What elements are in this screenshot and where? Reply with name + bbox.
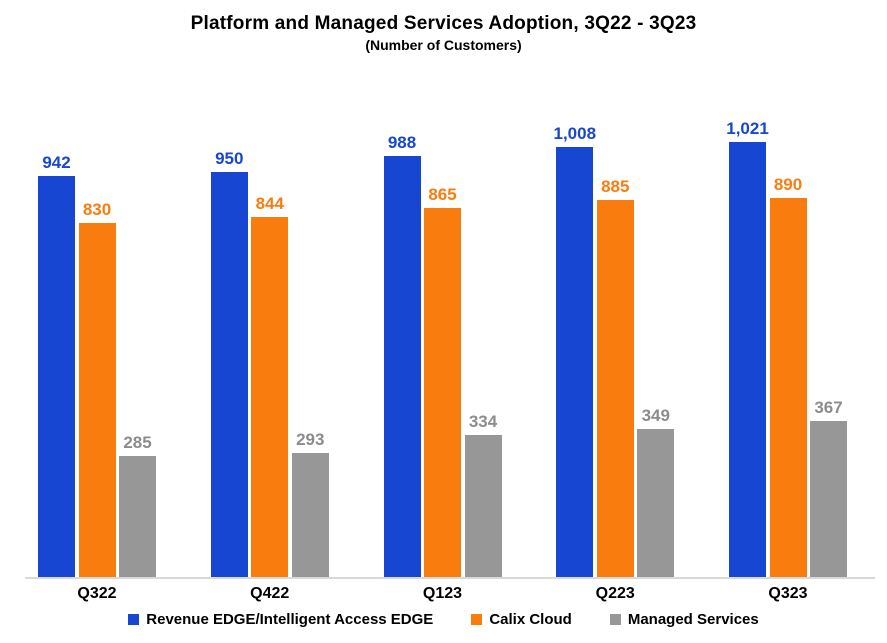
- bar-q422: [210, 172, 248, 578]
- x-axis-label-q323: Q323: [768, 585, 808, 602]
- bar-group-q422: 950 844 293: [210, 108, 329, 578]
- legend-item: Revenue EDGE/Intelligent Access EDGE: [128, 611, 433, 628]
- value-label: 885: [601, 177, 630, 196]
- bar-column: 890: [769, 175, 807, 578]
- bar-column: 988: [383, 133, 421, 578]
- x-axis-label-q223: Q223: [595, 585, 635, 602]
- bar-q323: [810, 421, 847, 578]
- value-label: 293: [296, 430, 325, 449]
- bar-q322: [78, 223, 116, 578]
- x-axis-label-q123: Q123: [422, 585, 463, 602]
- bar-column: 1,008: [553, 124, 597, 578]
- bar-q323: [729, 142, 766, 578]
- bar-q322: [119, 456, 156, 578]
- value-label: 349: [641, 406, 670, 425]
- bar-group-q223: 1,008 885 349: [553, 108, 675, 578]
- bar-q223: [637, 429, 675, 578]
- value-label: 1,021: [726, 119, 769, 138]
- bar-group-q323: 1,021 890 367: [726, 108, 847, 578]
- legend-item: Managed Services: [609, 611, 759, 628]
- value-label: 890: [773, 175, 803, 194]
- bar-q223: [556, 147, 594, 578]
- chart-title: Platform and Managed Services Adoption, …: [190, 13, 697, 34]
- legend-label: Managed Services: [627, 611, 759, 628]
- x-axis-label-q422: Q422: [250, 585, 290, 602]
- legend: Revenue EDGE/Intelligent Access EDGE Cali…: [0, 611, 887, 628]
- legend-label: Calix Cloud: [489, 611, 572, 628]
- plot-area: 942 830 285 950 844 293 988 865 334 1,008 885 349 1,…: [38, 108, 847, 578]
- legend-swatch-icon: [471, 614, 483, 625]
- x-axis-label-q322: Q322: [77, 585, 117, 602]
- bar-q422: [251, 217, 289, 578]
- value-label: 1,008: [553, 124, 597, 143]
- bar-column: 844: [251, 194, 289, 578]
- bar-group-q123: 988 865 334: [383, 108, 502, 578]
- bar-column: 334: [464, 412, 502, 578]
- value-label: 988: [387, 133, 417, 152]
- value-label: 950: [215, 149, 244, 168]
- bar-q123: [464, 435, 502, 578]
- legend-item: Calix Cloud: [471, 611, 572, 628]
- bar-q322: [38, 176, 75, 578]
- value-label: 367: [814, 398, 843, 417]
- bar-column: 885: [596, 177, 634, 578]
- chart-subtitle: (Number of Customers): [365, 37, 522, 53]
- bar-column: 349: [637, 406, 675, 578]
- bar-column: 865: [424, 186, 461, 578]
- bar-q223: [596, 200, 634, 578]
- bar-q123: [424, 208, 461, 578]
- bar-column: 830: [78, 200, 116, 578]
- legend-swatch-icon: [128, 614, 140, 625]
- bar-q422: [291, 453, 329, 578]
- bar-column: 367: [810, 399, 847, 578]
- bar-q323: [769, 198, 807, 578]
- value-label: 334: [468, 412, 498, 431]
- value-label: 942: [42, 153, 71, 172]
- value-label: 844: [255, 194, 284, 213]
- bar-group-q322: 942 830 285: [38, 108, 156, 578]
- bar-q123: [383, 156, 421, 578]
- bar-column: 285: [119, 434, 156, 578]
- bar-column: 942: [38, 154, 75, 578]
- value-label: 830: [82, 200, 112, 219]
- x-axis-labels: Q322 Q422 Q123 Q223 Q323: [38, 585, 847, 603]
- x-axis-line: [25, 577, 875, 579]
- bar-column: 1,021: [726, 119, 769, 578]
- bar-column: 950: [210, 149, 248, 578]
- value-label: 865: [428, 185, 457, 204]
- bar-column: 293: [291, 430, 329, 578]
- value-label: 285: [123, 433, 152, 452]
- legend-swatch-icon: [609, 614, 621, 625]
- legend-label: Revenue EDGE/Intelligent Access EDGE: [146, 611, 434, 628]
